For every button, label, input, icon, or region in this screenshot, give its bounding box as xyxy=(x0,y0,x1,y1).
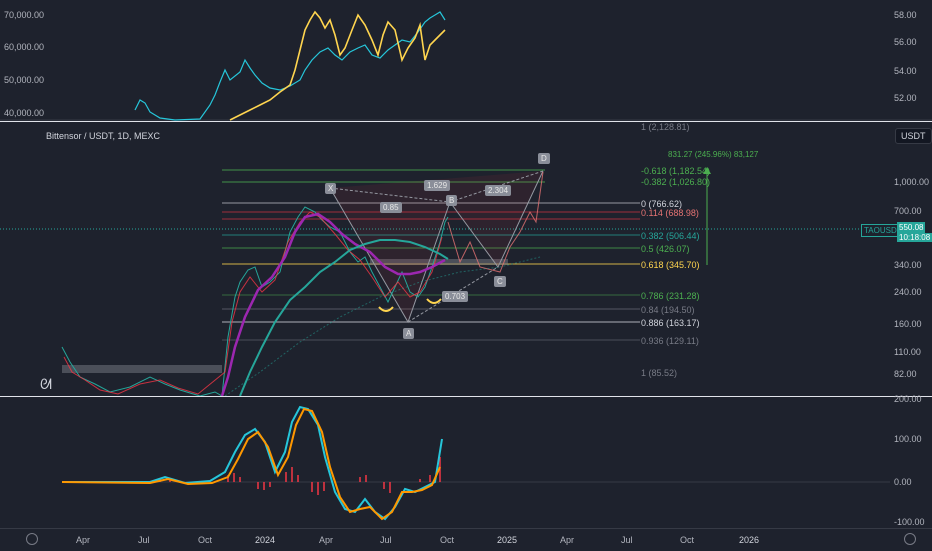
pane-separator[interactable] xyxy=(0,396,932,397)
top-gold-series xyxy=(229,10,446,121)
last-price-tag[interactable]: 550.08 xyxy=(897,222,926,233)
top-left-axis-label: 70,000.00 xyxy=(4,10,45,20)
ma-purple xyxy=(220,212,446,396)
indicator-histogram xyxy=(159,457,441,495)
fib-label-1-bottom: 1 (85.52) xyxy=(641,368,678,378)
cat-logo-icon: ᘛ xyxy=(40,376,52,392)
top-right-axis[interactable]: 58.00 56.00 54.00 52.00 xyxy=(890,0,932,121)
projected-path xyxy=(447,171,544,273)
time-label: Oct xyxy=(680,535,695,545)
ratio-label-xb: 0.85 xyxy=(380,202,402,213)
ratio-label-bd: 1.629 xyxy=(424,180,451,191)
pattern-point-d[interactable]: D xyxy=(538,153,550,164)
fib-label-0936: 0.936 (129.11) xyxy=(641,336,699,346)
currency-badge[interactable]: USDT xyxy=(895,128,932,144)
time-label: Jul xyxy=(380,535,392,545)
indicator-axis-label: 200.00 xyxy=(894,394,922,404)
fib-label-05: 0.5 (426.07) xyxy=(641,244,690,254)
smile-mark-left xyxy=(378,306,394,312)
top-comparison-pane[interactable]: 70,000.00 60,000.00 50,000.00 40,000.00 … xyxy=(0,0,932,121)
pattern-point-c[interactable]: C xyxy=(494,276,506,287)
fib-label-084: 0.84 (194.50) xyxy=(641,305,695,315)
countdown-tag: 10:18:08 xyxy=(897,233,932,242)
indicator-line-orange xyxy=(61,407,441,521)
main-right-axis[interactable]: USDT 1,000.00 700.00 340.00 240.00 160.0… xyxy=(890,122,932,396)
time-label: Apr xyxy=(319,535,334,545)
fib-label-0382: 0.382 (506.44) xyxy=(641,231,700,241)
indicator-chart xyxy=(61,405,890,521)
price-series xyxy=(61,206,449,396)
time-label: Apr xyxy=(76,535,91,545)
fib-label-0618: 0.618 (345.70) xyxy=(641,260,700,270)
top-teal-series xyxy=(134,11,446,121)
top-left-axis-label: 60,000.00 xyxy=(4,42,45,52)
settings-gear-icon[interactable] xyxy=(904,533,916,545)
range-box-left xyxy=(62,365,222,373)
time-label: Oct xyxy=(440,535,455,545)
top-right-axis-label: 52.00 xyxy=(894,93,917,103)
price-series-red xyxy=(63,211,443,395)
main-axis-label: 700.00 xyxy=(894,206,922,216)
fib-label-0114: 0.114 (688.98) xyxy=(641,208,699,218)
time-axis[interactable] xyxy=(0,528,932,551)
top-right-axis-label: 56.00 xyxy=(894,37,917,47)
ratio-label-ac: 0.703 xyxy=(442,291,469,302)
time-label: Oct xyxy=(198,535,213,545)
main-price-chart xyxy=(0,167,890,396)
time-label: 2024 xyxy=(255,535,276,545)
pattern-point-x[interactable]: X xyxy=(325,183,337,194)
symbol-title[interactable]: Bittensor / USDT, 1D, MEXC xyxy=(46,131,161,141)
fib-label-neg0382: -0.382 (1,026.80) xyxy=(641,177,711,187)
main-axis-label: 340.00 xyxy=(894,260,922,270)
indicator-axis-label: 0.00 xyxy=(894,477,912,487)
main-price-pane[interactable]: Bittensor / USDT, 1D, MEXC 1 (2,128.81) … xyxy=(0,122,932,396)
fib-label-1-top: 1 (2,128.81) xyxy=(641,122,690,132)
top-comparison-chart xyxy=(0,10,932,121)
main-axis-label: 82.00 xyxy=(894,369,917,379)
pattern-point-a[interactable]: A xyxy=(403,328,415,339)
indicator-pane[interactable]: 200.00 100.00 0.00 -100.00 xyxy=(0,394,932,528)
measure-label: 831.27 (245.96%) 83,127 xyxy=(668,150,759,159)
main-axis-label: 240.00 xyxy=(894,287,922,297)
ma-teal-long xyxy=(224,256,541,396)
fib-label-0886: 0.886 (163.17) xyxy=(641,318,700,328)
indicator-line-teal xyxy=(62,405,443,521)
pattern-point-b[interactable]: B xyxy=(446,195,458,206)
indicator-right-axis[interactable]: 200.00 100.00 0.00 -100.00 xyxy=(890,394,932,528)
ma-teal xyxy=(239,239,449,396)
indicator-axis-label: -100.00 xyxy=(894,517,925,527)
top-right-axis-label: 58.00 xyxy=(894,10,917,20)
fib-label-neg0618: -0.618 (1,182.54) xyxy=(641,166,711,176)
pane-separator[interactable] xyxy=(0,121,932,122)
time-label: Jul xyxy=(138,535,150,545)
main-axis-label: 110.00 xyxy=(894,347,921,357)
top-right-axis-label: 54.00 xyxy=(894,66,917,76)
indicator-axis-label: 100.00 xyxy=(894,434,922,444)
fib-label-0786: 0.786 (231.28) xyxy=(641,291,700,301)
top-left-axis-label: 40,000.00 xyxy=(4,108,45,118)
ratio-label-cd: 2.304 xyxy=(485,185,512,196)
time-label: 2026 xyxy=(739,535,760,545)
time-label: Apr xyxy=(560,535,575,545)
smile-mark-right xyxy=(426,298,442,304)
tradingview-logo-icon[interactable] xyxy=(26,533,38,545)
time-label: 2025 xyxy=(497,535,518,545)
main-axis-label: 1,000.00 xyxy=(894,177,930,187)
fib-label-0: 0 (766.62) xyxy=(641,199,683,209)
main-axis-label: 160.00 xyxy=(894,319,922,329)
time-label: Jul xyxy=(621,535,633,545)
top-left-axis-label: 50,000.00 xyxy=(4,75,45,85)
